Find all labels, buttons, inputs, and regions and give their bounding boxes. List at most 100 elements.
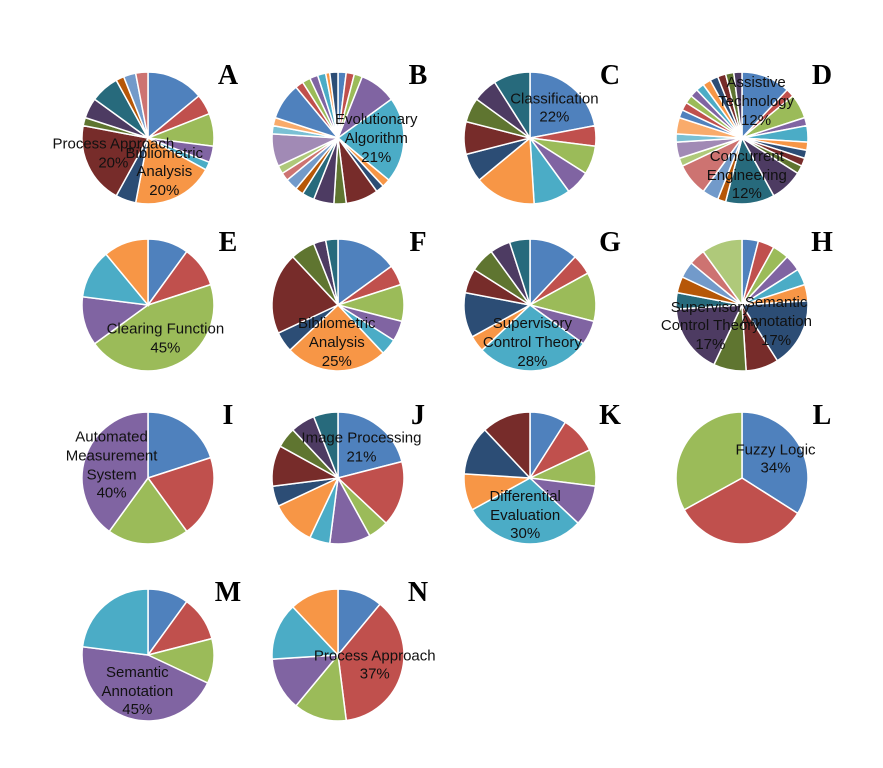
slice-name: Image Processing — [301, 429, 422, 446]
panel-letter: F — [409, 227, 426, 258]
slice-percent: 34% — [760, 459, 791, 477]
panel-letter: B — [409, 60, 428, 91]
pie-slice — [134, 71, 149, 139]
pie-slice — [675, 304, 744, 366]
slice-percent: 40% — [96, 484, 127, 502]
pie-slice — [147, 71, 200, 140]
pie-slice — [271, 255, 340, 335]
pie-slice — [702, 238, 743, 308]
pie-slice — [471, 477, 580, 545]
slice-percent: 45% — [150, 339, 181, 357]
slice-percent: 21% — [361, 148, 392, 166]
pie-slice — [336, 460, 405, 525]
panel-letter: N — [408, 577, 428, 608]
slice-label: Differential Evaluation 30% — [460, 488, 590, 544]
slice-percent: 12% — [731, 185, 762, 203]
slice-name: Bibliometric Analysis — [125, 144, 204, 181]
pie-slice — [483, 411, 531, 480]
slice-name: Classification — [510, 89, 599, 107]
slice-label: Assistive Technology 12% — [691, 74, 821, 130]
pie-slice — [478, 136, 535, 205]
pie-slice — [508, 238, 531, 306]
slice-name: Differential Evaluation — [489, 487, 561, 524]
slice-label: Image Processing 21% — [296, 429, 426, 467]
slice-name: Semantic Annotation — [101, 663, 174, 700]
pie-slice — [675, 411, 743, 511]
panel-letter: J — [411, 400, 425, 431]
panel-letter: K — [599, 400, 621, 431]
slice-label: Classification 22% — [489, 90, 619, 128]
pie-slice — [337, 411, 403, 479]
panel-letter: L — [813, 400, 832, 431]
panel-letter: M — [215, 577, 241, 608]
slice-name: Clearing Function — [106, 320, 225, 338]
pie-slice — [271, 605, 340, 660]
pie-slice — [480, 304, 585, 372]
slice-label: Automated Measurement System 40% — [47, 429, 177, 504]
pie-slice — [337, 238, 393, 307]
pie-slice — [108, 476, 188, 545]
slice-percent: 37% — [359, 665, 390, 683]
slice-name: Process Approach — [313, 646, 436, 664]
pie-slice — [93, 283, 215, 372]
slice-percent: 25% — [321, 352, 352, 370]
panel-letter: D — [812, 60, 832, 91]
slice-label: Process Approach 20% — [48, 136, 178, 174]
slice-percent: 20% — [98, 154, 129, 172]
slice-label: Semantic Annotation 17% — [711, 294, 841, 350]
slice-label: Evolutionary Algorithm 21% — [311, 111, 441, 167]
slice-percent: 30% — [510, 525, 541, 543]
pie-slice — [104, 238, 149, 308]
slice-percent: 17% — [695, 335, 726, 353]
panel-letter: E — [219, 227, 238, 258]
pie-slice — [337, 603, 405, 722]
slice-label: Bibliometric Analysis 25% — [272, 315, 402, 371]
slice-percent: 21% — [346, 447, 377, 465]
slice-percent: 12% — [741, 111, 772, 129]
slice-percent: 22% — [539, 108, 570, 126]
pie-slice — [291, 588, 339, 657]
slice-name: Automated Measurement System — [65, 428, 158, 484]
slice-name: Fuzzy Logic — [735, 440, 816, 458]
pie-slice — [312, 411, 339, 479]
slice-percent: 28% — [517, 352, 548, 370]
panel-letter: H — [811, 227, 833, 258]
slice-label: Semantic Annotation 45% — [72, 664, 202, 720]
slice-name: Assistive Technology — [718, 74, 795, 111]
pie-slice — [328, 71, 339, 139]
slice-percent: 17% — [761, 331, 792, 349]
pie-slice — [134, 136, 207, 205]
slice-label: Concurrent Engineering 12% — [682, 148, 812, 204]
slice-percent: 45% — [122, 701, 153, 719]
slice-name: Bibliometric Analysis — [298, 315, 376, 351]
pie-slice — [81, 124, 150, 197]
slice-label: Supervisory Control Theory 28% — [467, 315, 597, 371]
pie-slice — [732, 71, 743, 139]
slice-name: Process Approach — [52, 135, 175, 153]
pie-slice — [740, 300, 809, 362]
slice-name: Supervisory Control Theory — [482, 315, 582, 351]
panel-letter: C — [600, 60, 620, 91]
pie-slice — [147, 411, 212, 480]
slice-name: Evolutionary Algorithm — [334, 111, 418, 147]
panel-letter: G — [599, 227, 621, 258]
panel-letter: I — [223, 400, 234, 431]
pie-slice — [81, 411, 149, 533]
slice-name: Supervisory Control Theory — [660, 298, 760, 335]
pie-slice — [81, 588, 149, 656]
pie-slice — [146, 456, 215, 533]
slice-label: Fuzzy Logic 34% — [711, 441, 841, 479]
pie-slice — [288, 303, 385, 372]
slice-name: Semantic Annotation — [740, 294, 812, 330]
slice-percent: 20% — [149, 182, 180, 199]
pie-slice — [493, 71, 531, 141]
slice-label: Supervisory Control Theory 17% — [645, 298, 775, 354]
panel-letter: A — [218, 60, 239, 91]
pie-slice — [324, 238, 339, 306]
pie-slice — [336, 98, 405, 182]
pie-slice — [81, 645, 209, 722]
slice-label: Process Approach 37% — [310, 647, 440, 685]
pie-slice — [529, 71, 596, 139]
